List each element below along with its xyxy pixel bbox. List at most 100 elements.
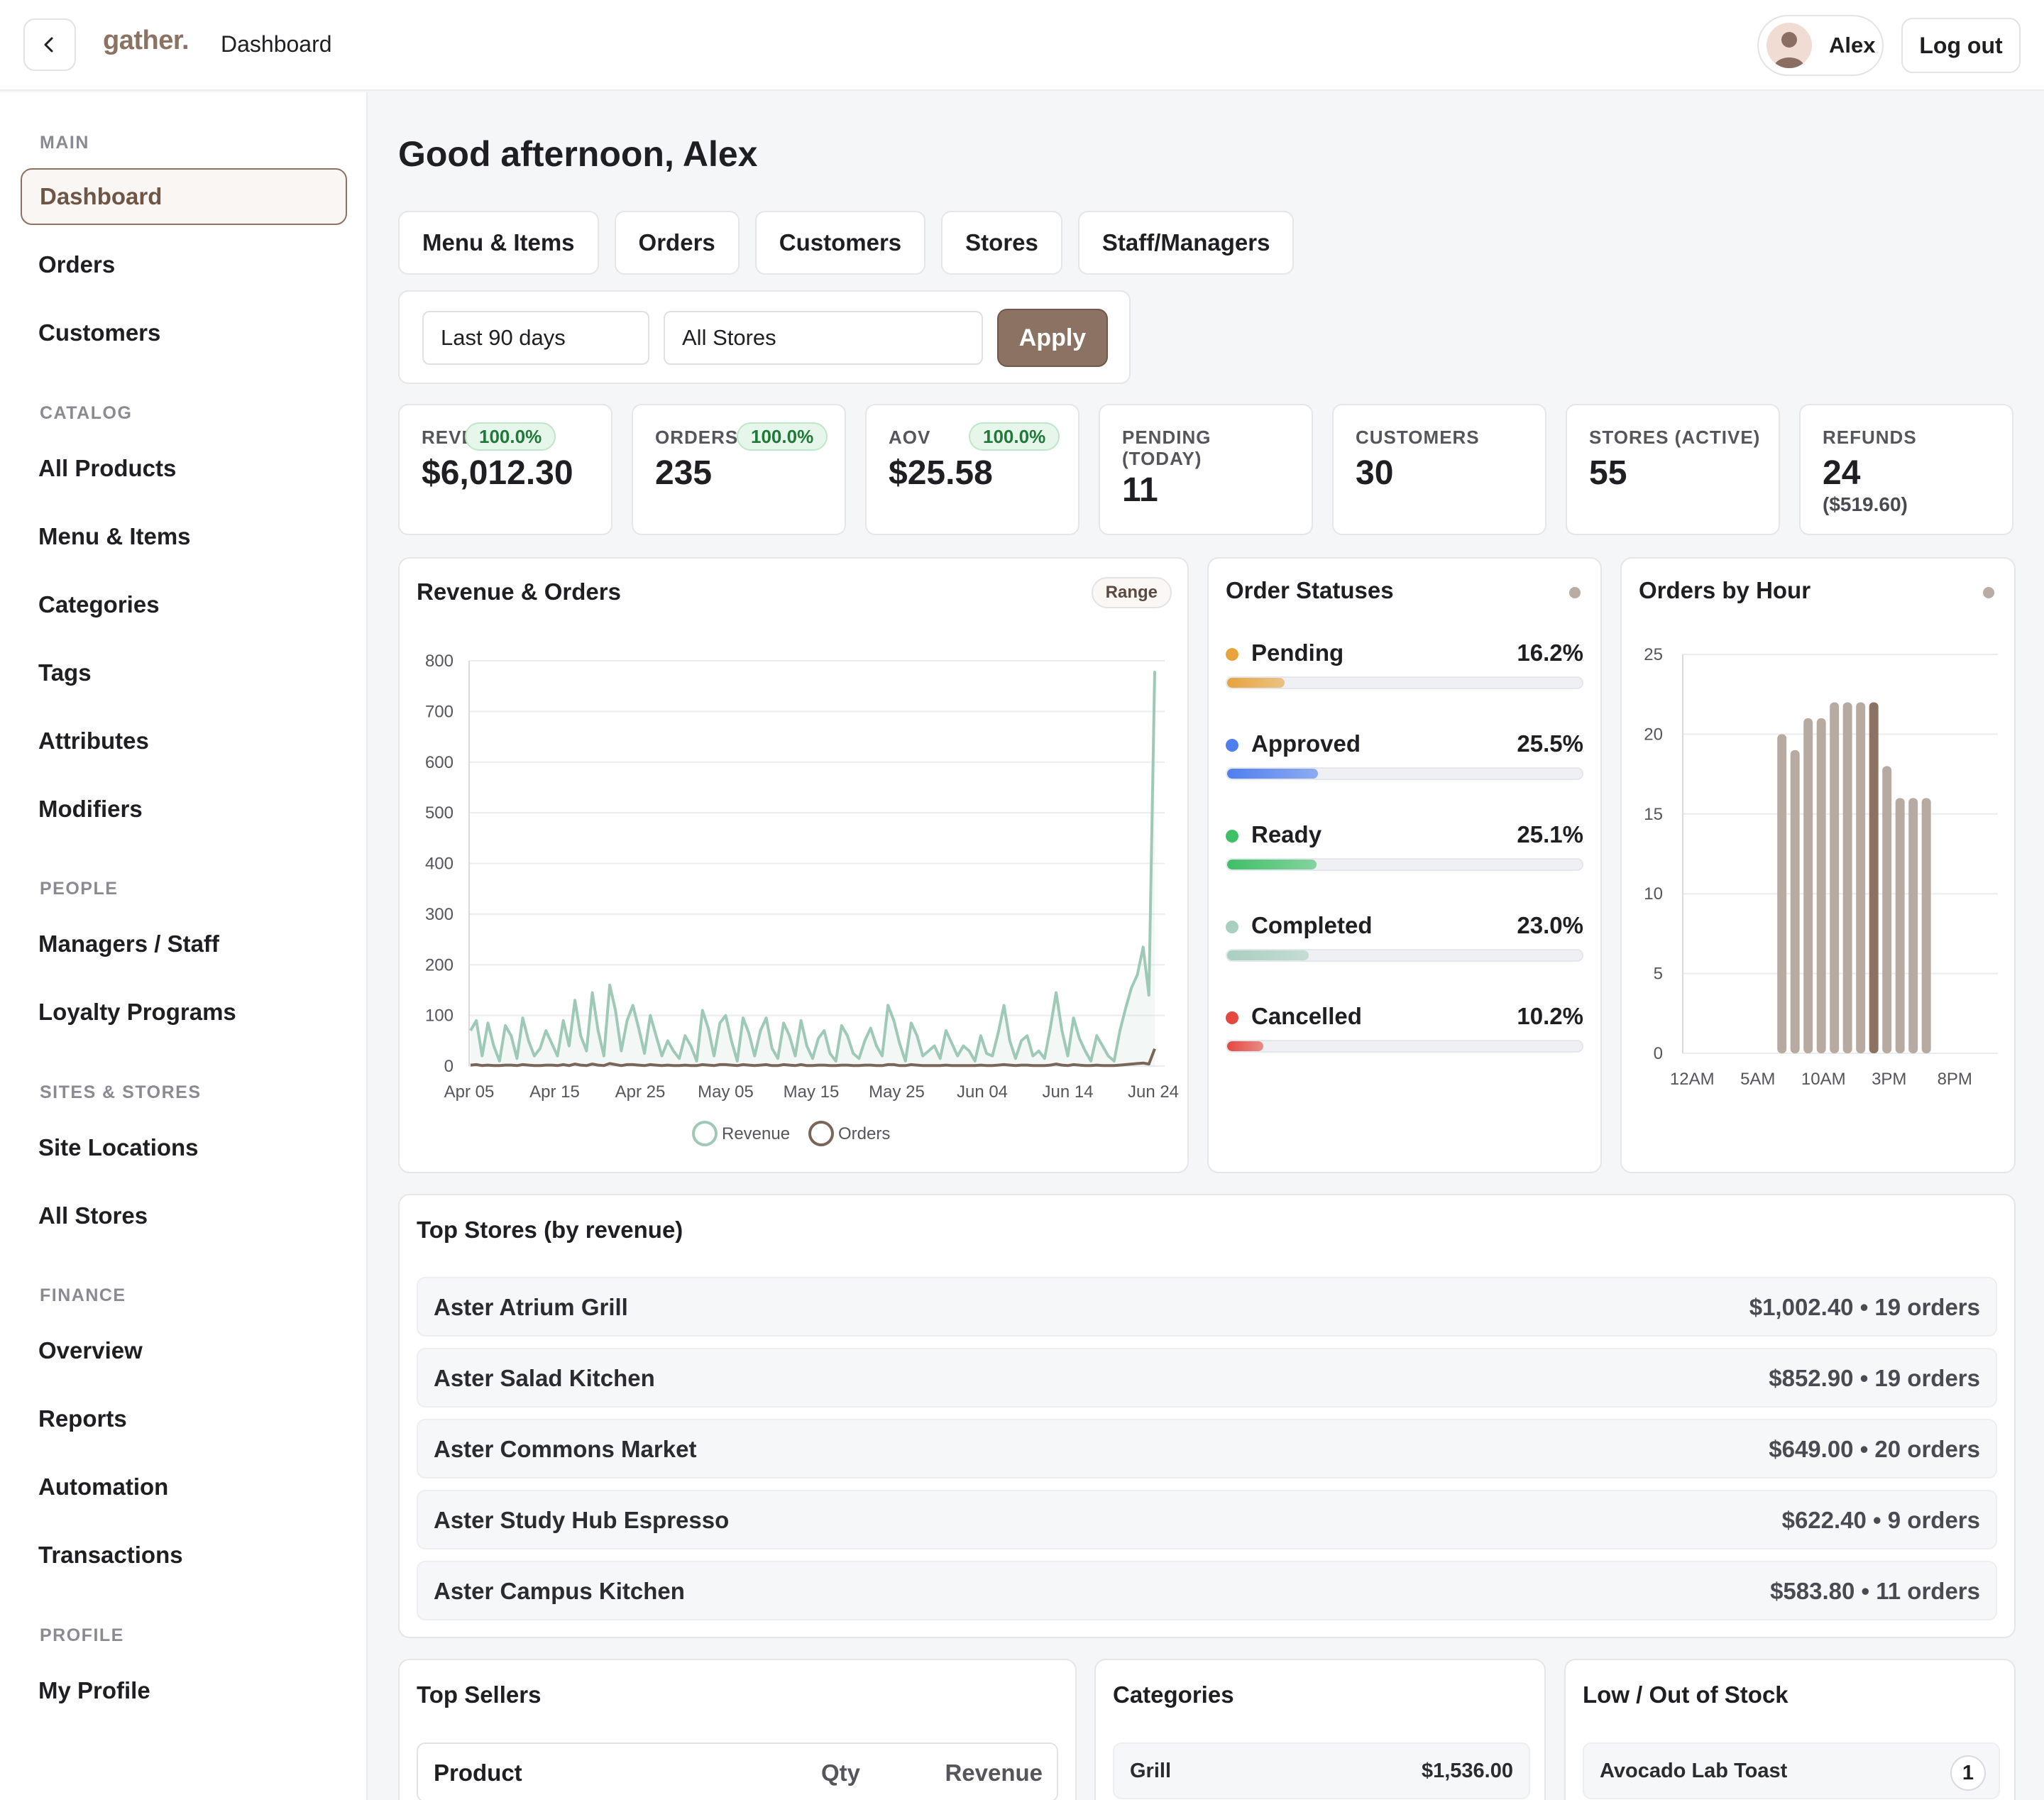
y-tick-label: 100 [425,1006,454,1026]
list-item[interactable]: Avocado Lab Toast 1 [1583,1743,2000,1799]
status-color-dot [1226,648,1238,661]
x-tick-label: 3PM [1872,1070,1906,1089]
y-tick-label: 5 [1654,965,1663,984]
user-avatar-icon [1774,32,1805,68]
table-row[interactable]: Aster Campus Kitchen $583.80 • 11 orders [417,1561,1997,1620]
bar-3pm [1882,766,1892,1053]
revenue-orders-panel: Revenue & Orders Range 0 100 200 300 400 500 6… [398,557,1189,1173]
status-indicator-dot [1569,587,1581,598]
sidebar-section-people: PEOPLE [40,879,119,899]
table-row[interactable]: Aster Study Hub Espresso $622.40 • 9 ord… [417,1490,1997,1549]
status-color-dot [1226,830,1238,843]
bar-6pm [1921,798,1931,1053]
kpi-value: 55 [1589,454,1627,492]
sidebar-item-categories[interactable]: Categories [38,591,160,618]
sidebar-item-customers[interactable]: Customers [38,319,161,346]
apply-button[interactable]: Apply [997,309,1108,367]
tab-staff-managers[interactable]: Staff/Managers [1077,211,1295,275]
bar-12pm [1842,702,1852,1053]
filter-bar: Apply [398,290,1131,384]
orders-by-hour-panel: Orders by Hour 0 5 10 15 20 25 12AM 5AM 10AM 3PM 8… [1620,557,2016,1173]
legend-label: Revenue [722,1124,790,1143]
status-percent: 25.1% [1517,821,1583,847]
sidebar-item-my-profile[interactable]: My Profile [38,1677,150,1703]
sidebar-item-modifiers[interactable]: Modifiers [38,796,143,822]
panel-title: Order Statuses [1226,577,1394,603]
sidebar-item-automation[interactable]: Automation [38,1474,169,1500]
status-progress-track [1226,1040,1583,1053]
y-tick-label: 400 [425,855,454,874]
sidebar-section-profile: PROFILE [40,1625,124,1645]
status-percent: 23.0% [1517,912,1583,938]
status-color-dot [1226,739,1238,752]
sidebar-item-reports[interactable]: Reports [38,1405,127,1432]
status-progress-fill [1227,950,1309,960]
category-revenue: $1,536.00 [1421,1760,1513,1782]
store-name: Aster Salad Kitchen [434,1365,655,1391]
kpi-orders: ORDERS 100.0% 235 [632,404,846,535]
top-sellers-panel: Top Sellers Product Qty Revenue [398,1659,1077,1800]
date-range-input[interactable] [422,311,649,365]
panel-title: Top Stores (by revenue) [417,1217,683,1243]
table-row[interactable]: Aster Commons Market $649.00 • 20 orders [417,1419,1997,1478]
status-progress-fill [1227,1041,1263,1051]
sidebar-item-transactions[interactable]: Transactions [38,1542,183,1568]
sidebar-item-attributes[interactable]: Attributes [38,728,149,754]
status-percent: 25.5% [1517,730,1583,757]
range-button[interactable]: Range [1091,577,1172,608]
table-row[interactable]: Aster Salad Kitchen $852.90 • 19 orders [417,1348,1997,1407]
status-progress-fill [1227,769,1318,779]
tab-stores[interactable]: Stores [941,211,1062,275]
page-title: Dashboard [221,31,332,57]
sidebar-item-orders[interactable]: Orders [38,251,116,278]
stock-count-badge: 1 [1950,1755,1986,1791]
sidebar-item-dashboard[interactable]: Dashboard [21,168,347,225]
list-item[interactable]: Grill $1,536.00 [1113,1743,1530,1799]
x-tick-label: 12AM [1670,1070,1715,1089]
column-header-qty[interactable]: Qty [821,1760,861,1786]
store-name: Aster Study Hub Espresso [434,1507,730,1533]
y-tick-label: 20 [1644,725,1663,744]
user-menu[interactable]: Alex [1757,15,1884,76]
back-button[interactable] [23,18,76,71]
column-header-revenue[interactable]: Revenue [945,1760,1043,1786]
tab-customers[interactable]: Customers [754,211,926,275]
kpi-label: STORES (ACTIVE) [1589,427,1761,448]
sidebar-item-managers-staff[interactable]: Managers / Staff [38,931,219,957]
kpi-pending-today: PENDING (TODAY) 11 [1099,404,1313,535]
column-header-product[interactable]: Product [434,1760,522,1786]
sidebar-item-all-products[interactable]: All Products [38,455,177,481]
order-statuses-panel: Order Statuses Pending 16.2% Approved 25.5%… [1207,557,1602,1173]
sidebar: MAIN Dashboard Orders Customers CATALOG … [0,92,368,1800]
store-revenue: $852.90 • 19 orders [1769,1365,1980,1391]
sidebar-item-menu-items[interactable]: Menu & Items [38,523,191,549]
sidebar-item-overview[interactable]: Overview [38,1337,143,1363]
kpi-value: 235 [655,454,713,492]
tab-orders[interactable]: Orders [614,211,740,275]
kpi-stores-active: STORES (ACTIVE) 55 [1566,404,1780,535]
tab-menu-items[interactable]: Menu & Items [398,211,599,275]
logout-button[interactable]: Log out [1901,18,2021,73]
status-color-dot [1226,1011,1238,1024]
status-progress-track [1226,767,1583,780]
orders-by-hour-chart: 0 5 10 15 20 25 12AM 5AM 10AM 3PM 8PM [1644,645,1998,1089]
y-tick-label: 500 [425,803,454,823]
categories-panel: Categories Grill $1,536.00 [1094,1659,1546,1800]
sidebar-item-loyalty-programs[interactable]: Loyalty Programs [38,999,236,1025]
gather-logo[interactable]: gather. [103,26,189,55]
table-row[interactable]: Aster Atrium Grill $1,002.40 • 19 orders [417,1277,1997,1337]
bar-4pm [1895,798,1905,1053]
sidebar-section-main: MAIN [40,133,89,153]
category-name: Grill [1130,1760,1172,1782]
status-progress-track [1226,949,1583,962]
kpi-badge: 100.0% [465,422,556,451]
sidebar-item-all-stores[interactable]: All Stores [38,1202,148,1229]
sidebar-item-site-locations[interactable]: Site Locations [38,1134,199,1160]
x-tick-label: 5AM [1740,1070,1775,1089]
status-name: Approved [1251,730,1361,757]
status-name: Cancelled [1251,1003,1362,1029]
status-progress-track [1226,858,1583,871]
store-filter-input[interactable] [664,311,983,365]
sidebar-item-tags[interactable]: Tags [38,659,92,686]
bar-9am [1803,718,1813,1053]
